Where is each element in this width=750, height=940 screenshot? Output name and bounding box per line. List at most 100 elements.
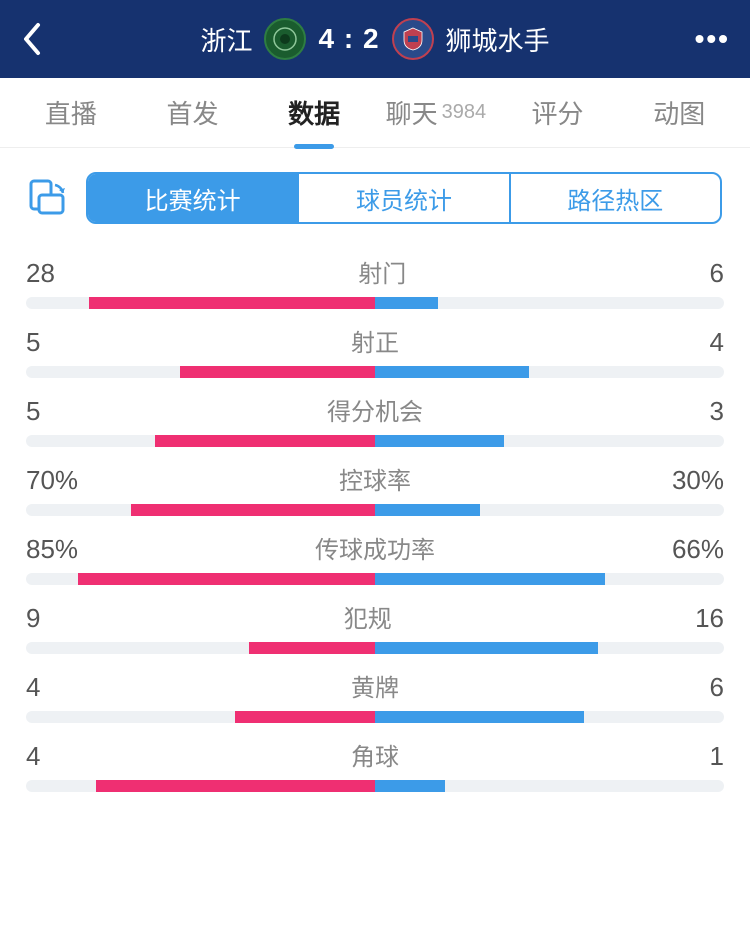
stats-list: 28射门65射正45得分机会370%控球率30%85%传球成功率66%9犯规16… [0, 244, 750, 792]
score-text: 4 : 2 [318, 23, 379, 55]
stat-bar [26, 780, 724, 792]
stat-away-value: 6 [710, 258, 724, 289]
stat-labels: 28射门6 [26, 254, 724, 289]
stat-bar-away-track [375, 504, 724, 516]
seg-heatmap[interactable]: 路径热区 [509, 174, 720, 222]
stat-away-value: 4 [710, 327, 724, 358]
tab-data[interactable]: 数据 [253, 94, 375, 131]
stat-away-value: 3 [710, 396, 724, 427]
stat-bar-home-track [26, 366, 375, 378]
stat-bar-away-track [375, 780, 724, 792]
stat-home-value: 5 [26, 396, 40, 427]
stat-home-value: 4 [26, 672, 40, 703]
stat-bar-home-track [26, 573, 375, 585]
stat-labels: 9犯规16 [26, 599, 724, 634]
stat-away-value: 30% [672, 465, 724, 496]
segmented-control: 比赛统计球员统计路径热区 [86, 172, 722, 224]
stat-bar [26, 366, 724, 378]
stat-bar [26, 711, 724, 723]
score-block: 浙江 4 : 2 狮城水手 [60, 18, 690, 60]
back-button[interactable] [20, 21, 60, 57]
shield-icon [400, 26, 426, 52]
stat-bar-home-track [26, 504, 375, 516]
tab-chat[interactable]: 聊天3984 [375, 94, 497, 131]
stat-labels: 4角球1 [26, 737, 724, 772]
stat-bar-away-fill [375, 366, 529, 378]
stat-bar-away-fill [375, 780, 445, 792]
stat-home-value: 4 [26, 741, 40, 772]
stat-away-value: 66% [672, 534, 724, 565]
stat-bar-home-track [26, 297, 375, 309]
tab-label: 首发 [167, 94, 219, 131]
stat-labels: 85%传球成功率66% [26, 530, 724, 565]
tab-lineup[interactable]: 首发 [132, 94, 254, 131]
chevron-left-icon [20, 21, 42, 57]
stat-bar-home-track [26, 642, 375, 654]
stat-bar-home-track [26, 435, 375, 447]
stat-labels: 5得分机会3 [26, 392, 724, 427]
main-tabs: 直播 首发 数据聊天3984 评分 动图 [0, 78, 750, 148]
stat-bar [26, 435, 724, 447]
rotate-screen-icon [25, 177, 67, 219]
stat-labels: 70%控球率30% [26, 461, 724, 496]
stat-bar-home-fill [131, 504, 375, 516]
home-team-name: 浙江 [200, 21, 252, 58]
tab-rating[interactable]: 评分 [497, 94, 619, 131]
stat-away-value: 1 [710, 741, 724, 772]
stat-name: 传球成功率 [78, 530, 672, 565]
stat-bar-away-track [375, 297, 724, 309]
stat-name: 角球 [40, 737, 709, 772]
stat-home-value: 85% [26, 534, 78, 565]
stat-name: 得分机会 [40, 392, 709, 427]
seg-player[interactable]: 球员统计 [297, 174, 508, 222]
stat-away-value: 6 [710, 672, 724, 703]
home-team-logo [264, 18, 306, 60]
tab-label: 直播 [45, 94, 97, 131]
stat-row: 4角球1 [26, 737, 724, 792]
stat-bar [26, 504, 724, 516]
stat-bar-home-fill [89, 297, 375, 309]
stat-name: 黄牌 [40, 668, 709, 703]
stat-name: 犯规 [40, 599, 695, 634]
stat-bar [26, 642, 724, 654]
stat-bar [26, 297, 724, 309]
tab-label: 评分 [532, 94, 584, 131]
stat-bar-home-fill [180, 366, 375, 378]
stat-name: 射门 [55, 254, 710, 289]
tab-count: 3984 [442, 101, 487, 124]
stat-bar-home-fill [249, 642, 375, 654]
stat-bar-home-fill [235, 711, 375, 723]
stat-name: 射正 [40, 323, 709, 358]
stat-bar-away-fill [375, 435, 504, 447]
stat-bar-home-track [26, 780, 375, 792]
stat-bar-away-fill [375, 573, 605, 585]
stat-labels: 4黄牌6 [26, 668, 724, 703]
stat-bar-away-track [375, 366, 724, 378]
stat-bar-away-track [375, 642, 724, 654]
stat-home-value: 5 [26, 327, 40, 358]
stat-bar-away-fill [375, 504, 480, 516]
match-header: 浙江 4 : 2 狮城水手 ••• [0, 0, 750, 78]
subtabs-row: 比赛统计球员统计路径热区 [0, 148, 750, 244]
tab-label: 动图 [653, 94, 705, 131]
stat-bar-away-fill [375, 711, 584, 723]
seg-match[interactable]: 比赛统计 [88, 174, 297, 222]
stat-bar-away-fill [375, 642, 598, 654]
stat-bar-away-track [375, 711, 724, 723]
stat-home-value: 9 [26, 603, 40, 634]
stat-bar-away-track [375, 435, 724, 447]
stat-row: 70%控球率30% [26, 461, 724, 516]
stat-name: 控球率 [78, 461, 672, 496]
shield-icon [272, 26, 298, 52]
tab-live[interactable]: 直播 [10, 94, 132, 131]
stat-home-value: 70% [26, 465, 78, 496]
stat-bar-home-fill [78, 573, 375, 585]
stat-bar-home-fill [155, 435, 375, 447]
stat-row: 85%传球成功率66% [26, 530, 724, 585]
more-button[interactable]: ••• [690, 23, 730, 55]
stat-bar-away-fill [375, 297, 438, 309]
rotate-button[interactable] [24, 176, 68, 220]
stat-row: 4黄牌6 [26, 668, 724, 723]
tab-gif[interactable]: 动图 [618, 94, 740, 131]
tab-label: 数据 [288, 94, 340, 131]
